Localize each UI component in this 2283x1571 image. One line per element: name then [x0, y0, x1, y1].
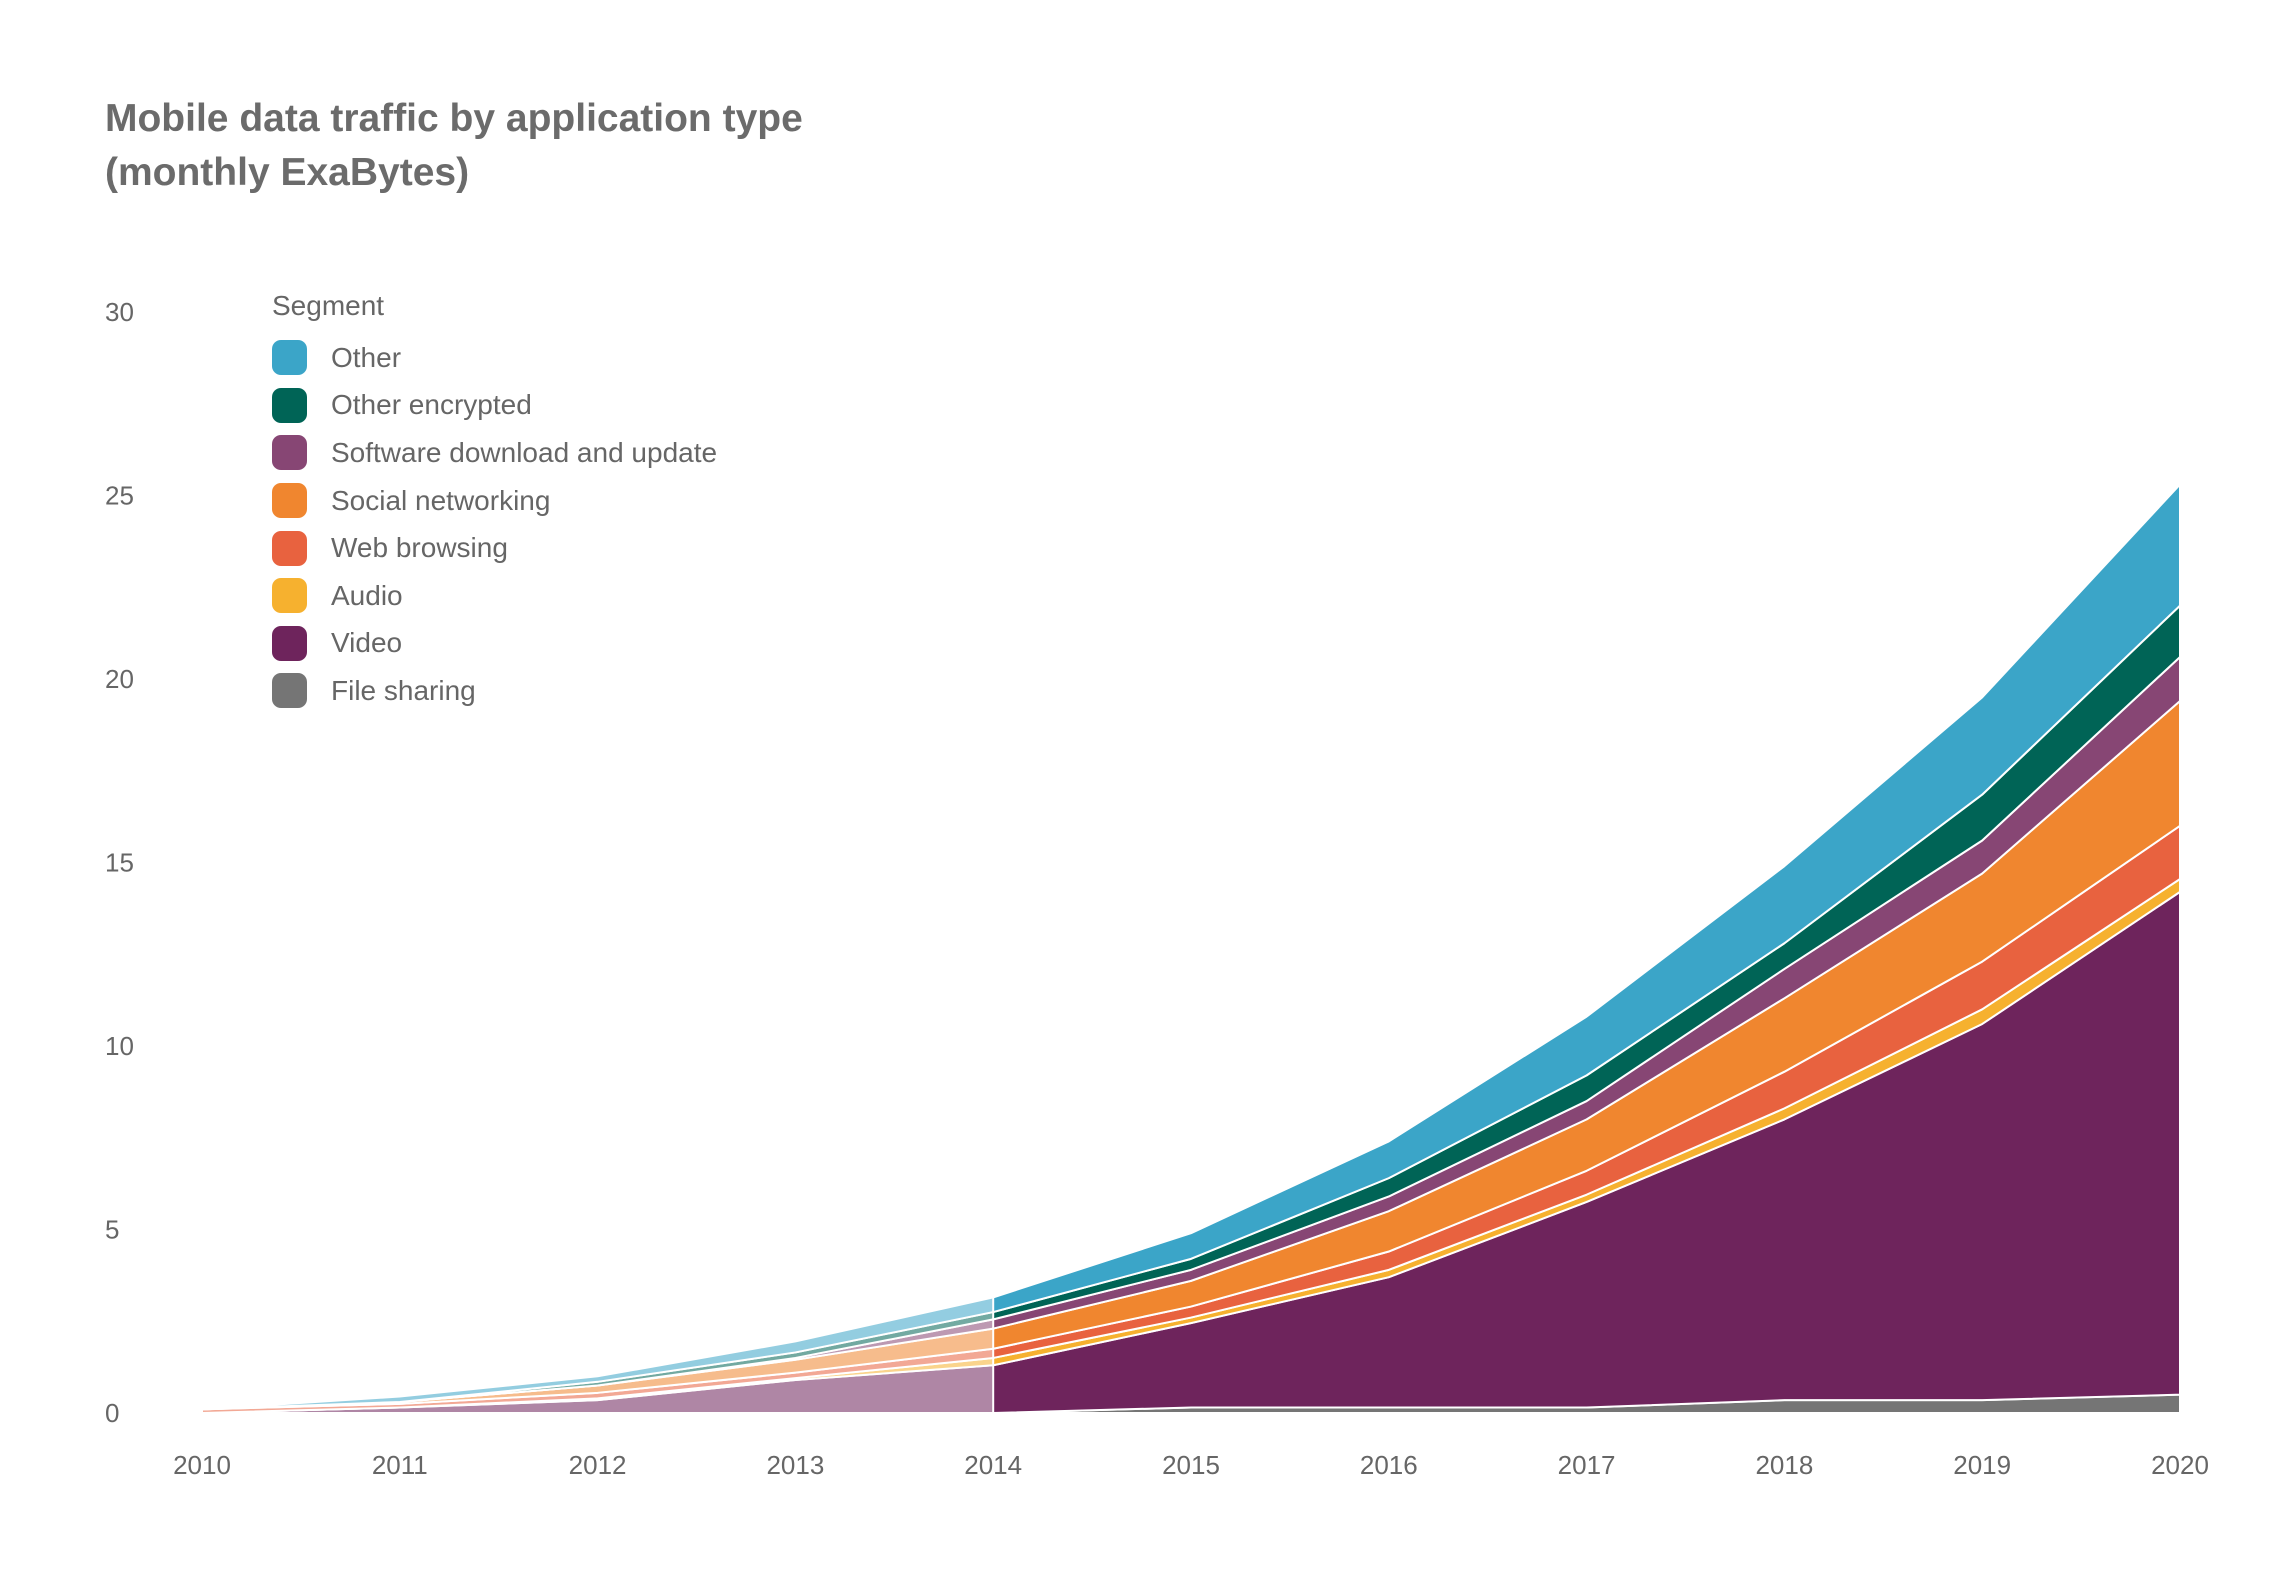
- x-tick-label: 2012: [569, 1450, 627, 1480]
- area-other-encrypted: [993, 604, 2181, 1321]
- area-other: [993, 483, 2181, 1314]
- legend-item: Social networking: [272, 477, 717, 525]
- legend-label: Other: [331, 341, 402, 373]
- forecast-areas: [993, 483, 2181, 1414]
- legend-label: Web browsing: [331, 532, 508, 564]
- legend-item: File sharing: [272, 667, 717, 715]
- y-tick-label: 5: [105, 1215, 119, 1245]
- x-tick-label: 2011: [372, 1450, 428, 1480]
- y-tick-label: 15: [105, 848, 134, 878]
- legend-item: Software download and update: [272, 429, 717, 477]
- area-video: [993, 890, 2181, 1414]
- area-social-networking: [993, 700, 2181, 1350]
- x-tick-label: 2018: [1755, 1450, 1813, 1480]
- legend-label: File sharing: [331, 674, 476, 706]
- legend-swatch: [272, 340, 307, 376]
- x-tick-label: 2013: [766, 1450, 824, 1480]
- legend-swatch: [272, 625, 307, 661]
- y-axis: 0 5 10 15 20 25 30: [105, 297, 134, 1428]
- area-audio: [993, 878, 2181, 1367]
- legend-swatch: [272, 578, 307, 614]
- area-web-browsing: [993, 824, 2181, 1359]
- legend-swatch: [272, 387, 307, 423]
- historical-areas: [201, 1296, 994, 1414]
- legend-title: Segment: [272, 290, 385, 321]
- x-tick-label: 2014: [964, 1450, 1022, 1480]
- title-line: Mobile data traffic by application type: [105, 97, 803, 140]
- y-tick-label: 30: [105, 297, 134, 327]
- legend-swatch: [272, 673, 307, 709]
- x-tick-label: 2020: [2151, 1450, 2209, 1480]
- legend-swatch: [272, 530, 307, 566]
- legend-label: Software download and update: [331, 436, 718, 468]
- x-tick-label: 2019: [1953, 1450, 2011, 1480]
- x-axis: 2010 2011 2012 2013 2014 2015 2016 2017 2018 2019…: [173, 1450, 2209, 1480]
- area-software-download-and-update: [993, 655, 2181, 1330]
- y-tick-label: 10: [105, 1031, 134, 1061]
- legend-item: Web browsing: [272, 524, 717, 572]
- legend: Segment Other Other encrypted Software dow…: [272, 290, 717, 715]
- legend-label: Other encrypted: [331, 389, 532, 421]
- subtitle-line: (monthly ExaBytes): [105, 151, 470, 194]
- legend-item: Audio: [272, 572, 717, 620]
- x-tick-label: 2016: [1360, 1450, 1418, 1480]
- chart-title: Mobile data traffic by application type …: [105, 92, 803, 200]
- y-tick-label: 0: [105, 1398, 119, 1428]
- legend-item: Other: [272, 334, 717, 382]
- y-tick-label: 20: [105, 664, 134, 694]
- x-tick-label: 2015: [1162, 1450, 1220, 1480]
- legend-label: Social networking: [331, 484, 551, 516]
- y-tick-label: 25: [105, 481, 134, 511]
- legend-swatch: [272, 483, 307, 519]
- legend-item: Video: [272, 620, 717, 668]
- legend-swatch: [272, 435, 307, 471]
- legend-item: Other encrypted: [272, 382, 717, 430]
- x-tick-label: 2017: [1558, 1450, 1616, 1480]
- legend-label: Audio: [331, 579, 403, 611]
- legend-label: Video: [331, 627, 403, 659]
- area-other: [201, 1296, 994, 1411]
- x-tick-label: 2010: [173, 1450, 231, 1480]
